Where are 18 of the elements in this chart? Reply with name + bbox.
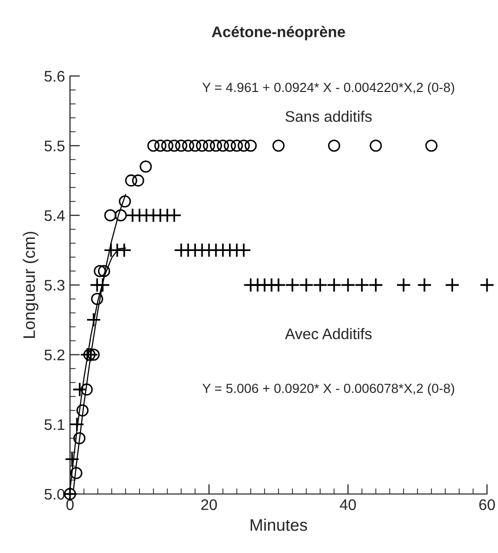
x-axis-title: Minutes (250, 518, 308, 531)
annotation: Y = 5.006 + 0.0920* X - 0.006078*X,2 (0-8) (202, 383, 454, 396)
chart-title: Acétone-néoprène (212, 26, 346, 40)
y-tick-label: 5.5 (44, 140, 64, 152)
series-label: Sans additifs (286, 110, 372, 122)
text: Avec Additifs (284, 328, 372, 340)
y-tick-label: 5.2 (44, 350, 64, 360)
y-tick-label: 5.6 (44, 70, 64, 82)
y-tick-label: 5.3 (44, 280, 64, 291)
annotation: Y = 4.961 + 0.0924* X - 0.004220*X,2 (0-8) (202, 82, 454, 95)
x-tick-label: 0 (66, 499, 74, 510)
x-tick-label: 40 (340, 499, 356, 510)
x-tick-label: 20 (201, 499, 217, 510)
x-tick-label: 60 (479, 499, 495, 510)
y-tick-label: 5.1 (44, 419, 64, 430)
y-tick-label: 5.0 (44, 488, 65, 500)
y-axis-title: Longueur (cm) (22, 232, 38, 338)
y-tick-label: 5.4 (44, 210, 65, 222)
